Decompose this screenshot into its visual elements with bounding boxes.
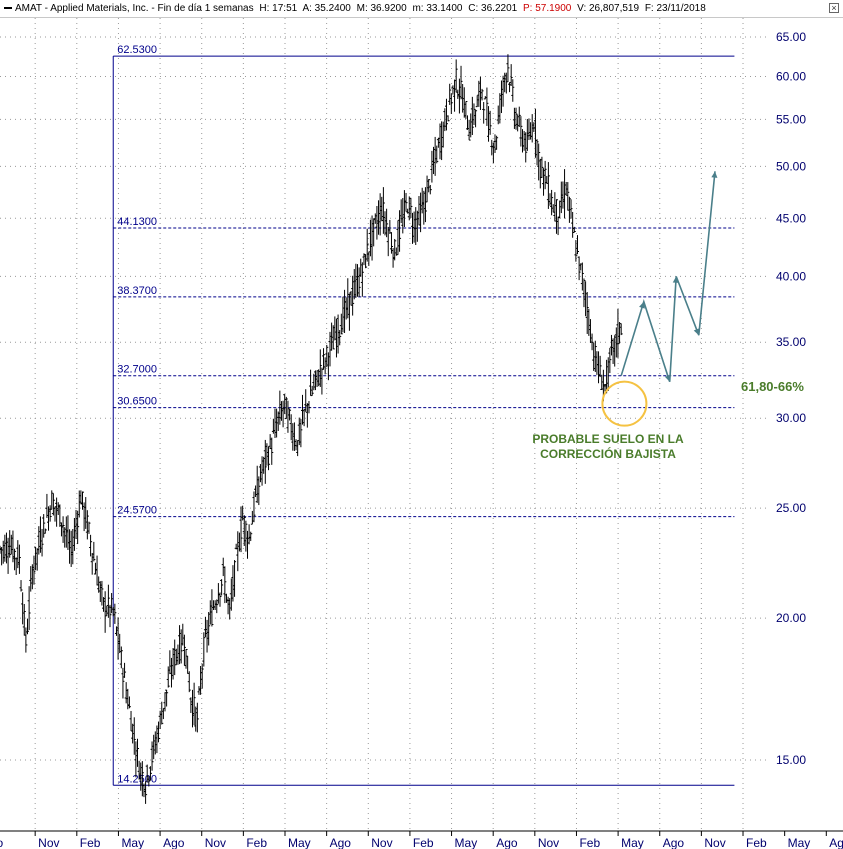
fib-level-label: 38.3700 [117,285,157,297]
x-tick-label: Ago [496,836,518,849]
y-tick-label: 45.00 [776,211,806,225]
x-tick-label: Feb [413,836,434,849]
x-tick-label: Ago [330,836,352,849]
projection-arrowhead [639,301,645,309]
close-value: C: 36.2201 [468,3,518,14]
fib-level-label: 24.5700 [117,505,157,517]
y-tick-label: 35.00 [776,335,806,349]
p-value: P: 57.1900 [522,3,572,14]
min-value: m: 33.1400 [412,3,463,14]
fib-level-label: 62.5300 [117,44,157,56]
y-tick-label: 25.00 [776,501,806,515]
x-tick-label: May [121,836,144,849]
fib-level-label: 30.6500 [117,396,157,408]
x-tick-label: Feb [80,836,101,849]
x-tick-label: May [288,836,311,849]
projection-arrowhead [693,328,700,336]
x-tick-label: Nov [538,836,559,849]
x-tick-label: Nov [704,836,725,849]
x-tick-label: Ago [163,836,185,849]
x-tick-label: Ago [829,836,843,849]
x-tick-label: Feb [746,836,767,849]
x-tick-label: Nov [371,836,392,849]
chart-header: AMAT - Applied Materials, Inc. - Fin de … [0,0,843,18]
y-tick-label: 20.00 [776,611,806,625]
y-tick-label: 40.00 [776,269,806,283]
legend-line-icon [4,7,12,10]
fib-level-label: 14.2500 [117,773,157,785]
y-tick-label: 55.00 [776,112,806,126]
high-value: H: 17:51 [259,3,298,14]
x-tick-label: Feb [579,836,600,849]
y-tick-label: 50.00 [776,159,806,173]
fib-percent-annotation: 61,80-66% [741,379,804,394]
x-tick-label: Ago [663,836,685,849]
date-value: F: 23/11/2018 [644,3,706,14]
low-highlight-circle [601,380,648,427]
x-tick-label: o [0,836,4,849]
ask-value: A: 35.2400 [302,3,351,14]
y-tick-label: 60.00 [776,69,806,83]
projection-arrowhead [672,276,679,283]
x-tick-label: Nov [38,836,59,849]
volume-value: V: 26,807,519 [577,3,640,14]
x-tick-label: May [455,836,478,849]
projection-path [620,171,716,383]
y-tick-label: 15.00 [776,753,806,767]
x-tick-label: Feb [246,836,267,849]
annotation-text: PROBABLE SUELO EN LA [532,432,684,446]
y-tick-label: 65.00 [776,30,806,44]
annotation-text: CORRECCIÓN BAJISTA [540,446,676,461]
projection-arrowhead [711,171,718,178]
x-tick-label: May [788,836,811,849]
close-icon[interactable]: × [829,3,839,13]
fib-level-label: 44.1300 [117,216,157,228]
fib-level-label: 32.7000 [117,364,157,376]
projection-arrowhead [664,374,671,382]
x-tick-label: May [621,836,644,849]
x-tick-label: Nov [205,836,226,849]
max-value: M: 36.9200 [356,3,407,14]
chart-title: AMAT - Applied Materials, Inc. - Fin de … [15,3,254,14]
y-tick-label: 30.00 [776,411,806,425]
